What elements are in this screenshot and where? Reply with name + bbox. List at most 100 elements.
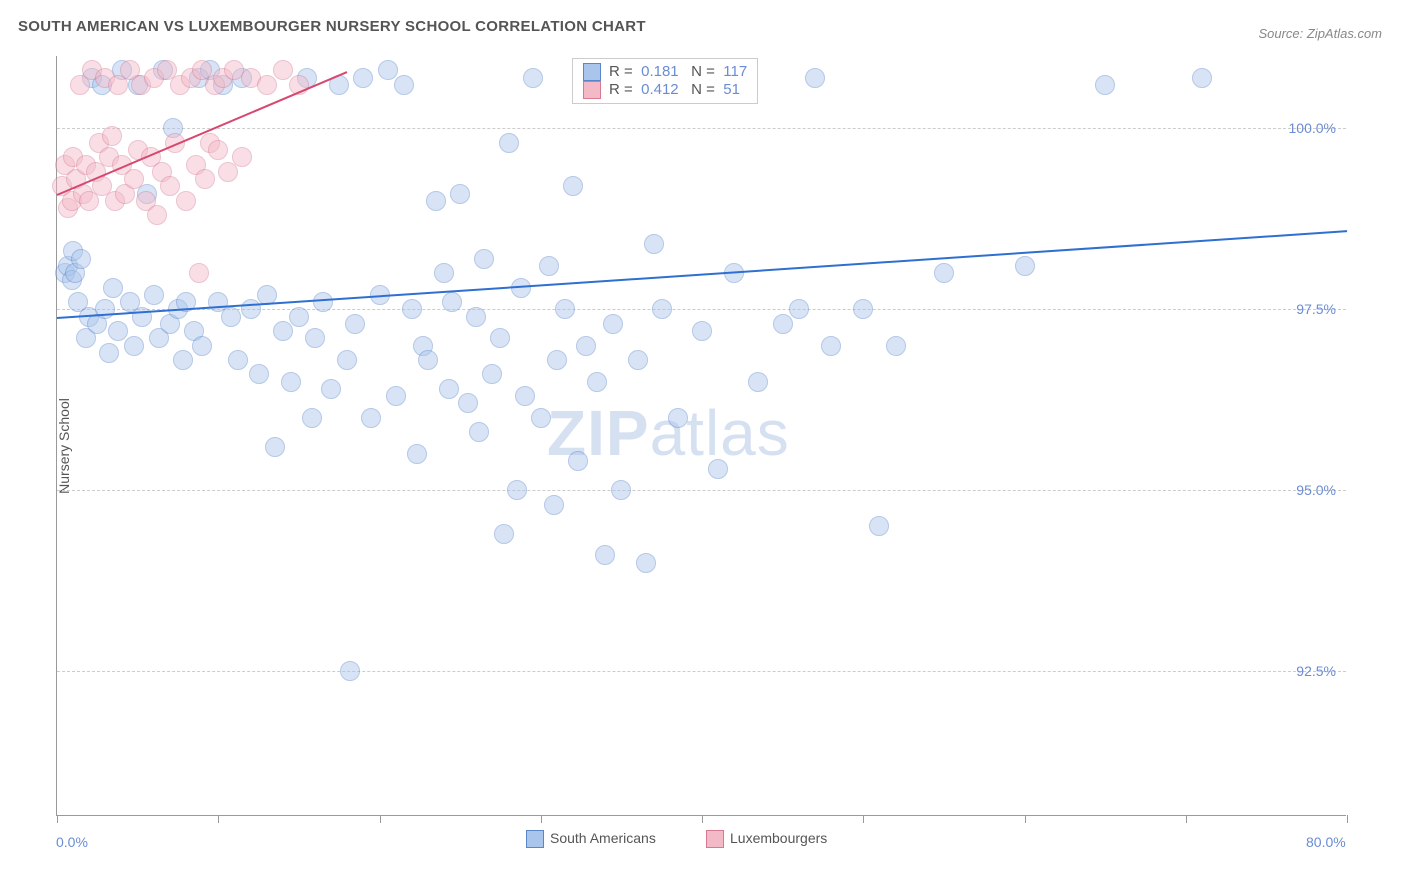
grid-line [57,490,1346,491]
scatter-point [241,299,261,319]
scatter-point [160,176,180,196]
x-tick-label: 0.0% [56,834,88,850]
scatter-point [228,350,248,370]
x-tick [702,815,703,823]
scatter-point [232,147,252,167]
legend-swatch-icon [583,81,601,99]
scatter-point [628,350,648,370]
scatter-point [515,386,535,406]
scatter-point [523,68,543,88]
scatter-point [466,307,486,327]
scatter-point [273,321,293,341]
scatter-point [394,75,414,95]
scatter-point [544,495,564,515]
legend-swatch-icon [583,63,601,81]
scatter-point [102,126,122,146]
scatter-point [644,234,664,254]
scatter-point [124,336,144,356]
scatter-point [507,480,527,500]
scatter-point [95,299,115,319]
r-value: 0.181 [641,63,679,80]
scatter-point [853,299,873,319]
scatter-point [611,480,631,500]
scatter-point [531,408,551,428]
scatter-point [71,249,91,269]
x-tick [863,815,864,823]
scatter-point [1015,256,1035,276]
scatter-point [789,299,809,319]
legend-stats-row: R = 0.412 N = 51 [583,81,747,99]
scatter-point [547,350,567,370]
legend-label: South Americans [550,830,656,846]
x-tick [218,815,219,823]
scatter-point [821,336,841,356]
scatter-point [378,60,398,80]
scatter-point [176,191,196,211]
legend-label: Luxembourgers [730,830,827,846]
scatter-point [568,451,588,471]
scatter-point [337,350,357,370]
watermark-bold: ZIP [547,397,650,469]
scatter-point [313,292,333,312]
scatter-point [302,408,322,428]
scatter-point [99,343,119,363]
scatter-point [402,299,422,319]
r-value: 0.412 [641,81,679,98]
scatter-point [668,408,688,428]
scatter-point [442,292,462,312]
scatter-point [281,372,301,392]
n-label: N = [691,81,715,98]
scatter-point [103,278,123,298]
scatter-point [469,422,489,442]
x-tick [380,815,381,823]
scatter-point [407,444,427,464]
x-tick [1186,815,1187,823]
scatter-point [576,336,596,356]
scatter-point [147,205,167,225]
scatter-point [555,299,575,319]
scatter-point [692,321,712,341]
scatter-point [595,545,615,565]
scatter-point [1095,75,1115,95]
legend-swatch-icon [706,830,724,848]
scatter-point [499,133,519,153]
scatter-point [273,60,293,80]
scatter-point [257,75,277,95]
n-value: 51 [723,81,740,98]
scatter-point [805,68,825,88]
scatter-point [426,191,446,211]
r-label: R = [609,63,633,80]
y-tick-label: 97.5% [1296,301,1336,317]
legend-series: South Americans [526,830,656,848]
r-label: R = [609,81,633,98]
scatter-point [249,364,269,384]
scatter-point [305,328,325,348]
scatter-point [748,372,768,392]
scatter-point [173,350,193,370]
trend-line [57,230,1347,319]
chart-area: ZIPatlas 92.5%95.0%97.5%100.0% [56,56,1346,816]
scatter-point [450,184,470,204]
scatter-point [345,314,365,334]
scatter-point [494,524,514,544]
y-tick-label: 92.5% [1296,663,1336,679]
legend-series: Luxembourgers [706,830,827,848]
scatter-point [603,314,623,334]
scatter-point [189,263,209,283]
y-tick-label: 95.0% [1296,482,1336,498]
scatter-point [221,307,241,327]
x-tick [57,815,58,823]
y-tick-label: 100.0% [1289,120,1336,136]
x-tick [1025,815,1026,823]
scatter-point [144,285,164,305]
source-label: Source: ZipAtlas.com [1258,26,1382,41]
scatter-point [773,314,793,334]
n-value: 117 [723,63,747,80]
scatter-point [108,321,128,341]
scatter-point [886,336,906,356]
scatter-point [386,386,406,406]
grid-line [57,671,1346,672]
legend-stats-row: R = 0.181 N = 117 [583,63,747,81]
grid-line [57,128,1346,129]
scatter-point [353,68,373,88]
